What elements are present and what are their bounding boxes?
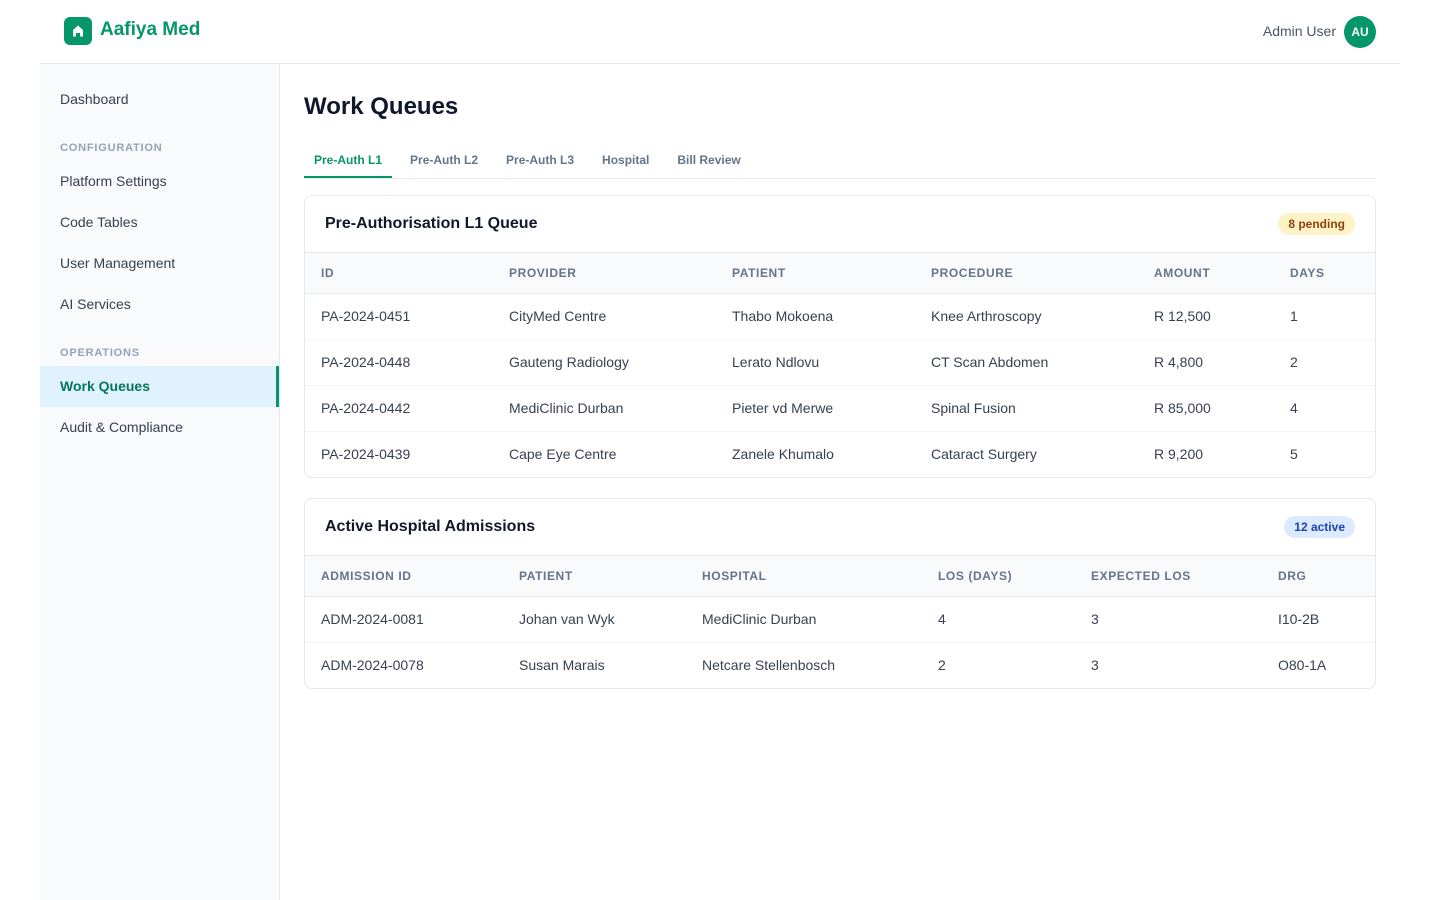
table-cell: 4 xyxy=(922,596,1075,643)
nav-item[interactable]: Work Queues xyxy=(40,366,279,407)
table-cell: ADM-2024-0081 xyxy=(305,596,503,643)
column-header: AMOUNT xyxy=(1138,253,1274,294)
column-header: PATIENT xyxy=(503,556,686,597)
table: ID PROVIDER PATIENT PROCEDURE AMOUNT DAYS PA-2… xyxy=(305,253,1375,477)
tab[interactable]: Bill Review xyxy=(677,153,741,167)
table-cell: Thabo Mokoena xyxy=(716,293,915,340)
column-header: ID xyxy=(305,253,493,294)
table-cell: PA-2024-0451 xyxy=(305,293,493,340)
table-cell: PA-2024-0442 xyxy=(305,385,493,432)
card-header: Pre-Authorisation L1 Queue 8 pending xyxy=(305,196,1375,253)
nav-item[interactable]: User Management xyxy=(60,255,176,271)
tabs: Pre-Auth L1 Pre-Auth L2 Pre-Auth L3 Hospita… xyxy=(304,143,1376,179)
column-header: PROVIDER xyxy=(493,253,716,294)
card: Pre-Authorisation L1 Queue 8 pending ID PRO… xyxy=(304,195,1376,478)
table-cell: Johan van Wyk xyxy=(503,596,686,643)
column-header: EXPECTED LOS xyxy=(1075,556,1262,597)
table-cell: I10-2B xyxy=(1262,596,1375,643)
column-header: PATIENT xyxy=(716,253,915,294)
page-title: Work Queues xyxy=(304,93,459,120)
table-head: ID PROVIDER PATIENT PROCEDURE AMOUNT DAYS xyxy=(305,253,1375,294)
nav-item[interactable]: Audit & Compliance xyxy=(60,419,183,435)
table-cell: Knee Arthroscopy xyxy=(915,293,1138,340)
column-header: PROCEDURE xyxy=(915,253,1138,294)
nav-section-title: OPERATIONS xyxy=(60,347,140,359)
topbar: Aafiya Med Admin User AU xyxy=(40,0,1400,64)
brand[interactable]: Aafiya Med xyxy=(100,19,201,40)
avatar[interactable]: AU xyxy=(1344,16,1376,48)
table-cell: R 4,800 xyxy=(1138,339,1274,386)
table-cell: CityMed Centre xyxy=(493,293,716,340)
main: Work Queues Pre-Auth L1 Pre-Auth L2 Pre-Au… xyxy=(304,64,1376,689)
table-row[interactable]: PA-2024-0451 CityMed Centre Thabo Mokoena K… xyxy=(305,293,1375,340)
table-cell: 2 xyxy=(938,657,946,674)
header-row: ID PROVIDER PATIENT PROCEDURE AMOUNT DAYS xyxy=(305,253,1375,294)
table-row[interactable]: PA-2024-0448 Gauteng Radiology Lerato Ndlo… xyxy=(305,339,1375,386)
badge: 12 active xyxy=(1284,516,1355,538)
table-cell: 5 xyxy=(1290,446,1298,463)
table-row[interactable]: ADM-2024-0078 Susan Marais Netcare Stellen… xyxy=(305,642,1375,688)
nav-section-title: CONFIGURATION xyxy=(60,142,163,154)
table-cell: MediClinic Durban xyxy=(493,385,716,432)
table-cell: 3 xyxy=(1075,596,1262,643)
nav-item[interactable]: AI Services xyxy=(60,296,131,312)
sidebar: Dashboard CONFIGURATION Platform Settings C… xyxy=(40,64,280,900)
badge: 8 pending xyxy=(1278,213,1355,235)
nav-item[interactable]: Dashboard xyxy=(60,91,129,107)
column-header: DAYS xyxy=(1274,253,1375,294)
table-cell: Gauteng Radiology xyxy=(493,339,716,386)
table-cell: Susan Marais xyxy=(519,657,605,674)
table-cell: R 9,200 xyxy=(1154,446,1204,463)
logo-icon xyxy=(64,17,92,45)
table-cell: PA-2024-0439 xyxy=(321,446,411,463)
nav-item[interactable]: Platform Settings xyxy=(60,173,167,189)
table-cell: 2 xyxy=(1274,339,1375,386)
table-cell: PA-2024-0448 xyxy=(305,339,493,386)
tab[interactable]: Hospital xyxy=(602,153,650,167)
table-body: PA-2024-0451 CityMed Centre Thabo Mokoena K… xyxy=(305,293,1375,477)
table-cell: 3 xyxy=(1091,657,1099,674)
table-cell: MediClinic Durban xyxy=(686,596,922,643)
table-cell: 1 xyxy=(1274,293,1375,340)
table: ADMISSION ID PATIENT HOSPITAL LOS (DAYS) EXP… xyxy=(305,556,1375,688)
nav-item[interactable]: Code Tables xyxy=(60,214,138,230)
table-head: ADMISSION ID PATIENT HOSPITAL LOS (DAYS) EXP… xyxy=(305,556,1375,597)
home-icon xyxy=(73,25,83,37)
table-cell: Zanele Khumalo xyxy=(732,446,834,463)
table-cell: Netcare Stellenbosch xyxy=(702,657,836,674)
table-cell: Cataract Surgery xyxy=(931,446,1037,463)
card-title: Active Hospital Admissions xyxy=(325,518,536,535)
tab[interactable]: Pre-Auth L3 xyxy=(506,153,575,167)
table-body: ADM-2024-0081 Johan van Wyk MediClinic Dur… xyxy=(305,596,1375,688)
cards: Pre-Authorisation L1 Queue 8 pending ID PRO… xyxy=(304,195,1376,689)
table-cell: Pieter vd Merwe xyxy=(716,385,915,432)
column-header: LOS (DAYS) xyxy=(922,556,1075,597)
table-cell: ADM-2024-0078 xyxy=(321,657,424,674)
column-header: DRG xyxy=(1262,556,1375,597)
card: Active Hospital Admissions 12 active ADMIS… xyxy=(304,498,1376,689)
app: Aafiya Med Admin User AU Dashboard CONFIG… xyxy=(40,0,1400,900)
table-cell: Lerato Ndlovu xyxy=(716,339,915,386)
table-cell: CT Scan Abdomen xyxy=(915,339,1138,386)
table-cell: Cape Eye Centre xyxy=(509,446,617,463)
card-header: Active Hospital Admissions 12 active xyxy=(305,499,1375,556)
card-title: Pre-Authorisation L1 Queue xyxy=(325,215,538,232)
column-header: HOSPITAL xyxy=(686,556,922,597)
table-row[interactable]: PA-2024-0442 MediClinic Durban Pieter vd M… xyxy=(305,385,1375,432)
table-cell: Spinal Fusion xyxy=(915,385,1138,432)
table-cell: O80-1A xyxy=(1278,657,1327,674)
user-name[interactable]: Admin User xyxy=(1262,23,1336,39)
header-row: ADMISSION ID PATIENT HOSPITAL LOS (DAYS) EXP… xyxy=(305,556,1375,597)
table-row[interactable]: PA-2024-0439 Cape Eye Centre Zanele Khumal… xyxy=(305,431,1375,477)
tab[interactable]: Pre-Auth L1 xyxy=(304,143,393,178)
column-header: ADMISSION ID xyxy=(305,556,503,597)
table-cell: R 12,500 xyxy=(1138,293,1274,340)
tab[interactable]: Pre-Auth L2 xyxy=(410,153,479,167)
table-cell: R 85,000 xyxy=(1138,385,1274,432)
table-row[interactable]: ADM-2024-0081 Johan van Wyk MediClinic Dur… xyxy=(305,596,1375,643)
table-cell: 4 xyxy=(1274,385,1375,432)
